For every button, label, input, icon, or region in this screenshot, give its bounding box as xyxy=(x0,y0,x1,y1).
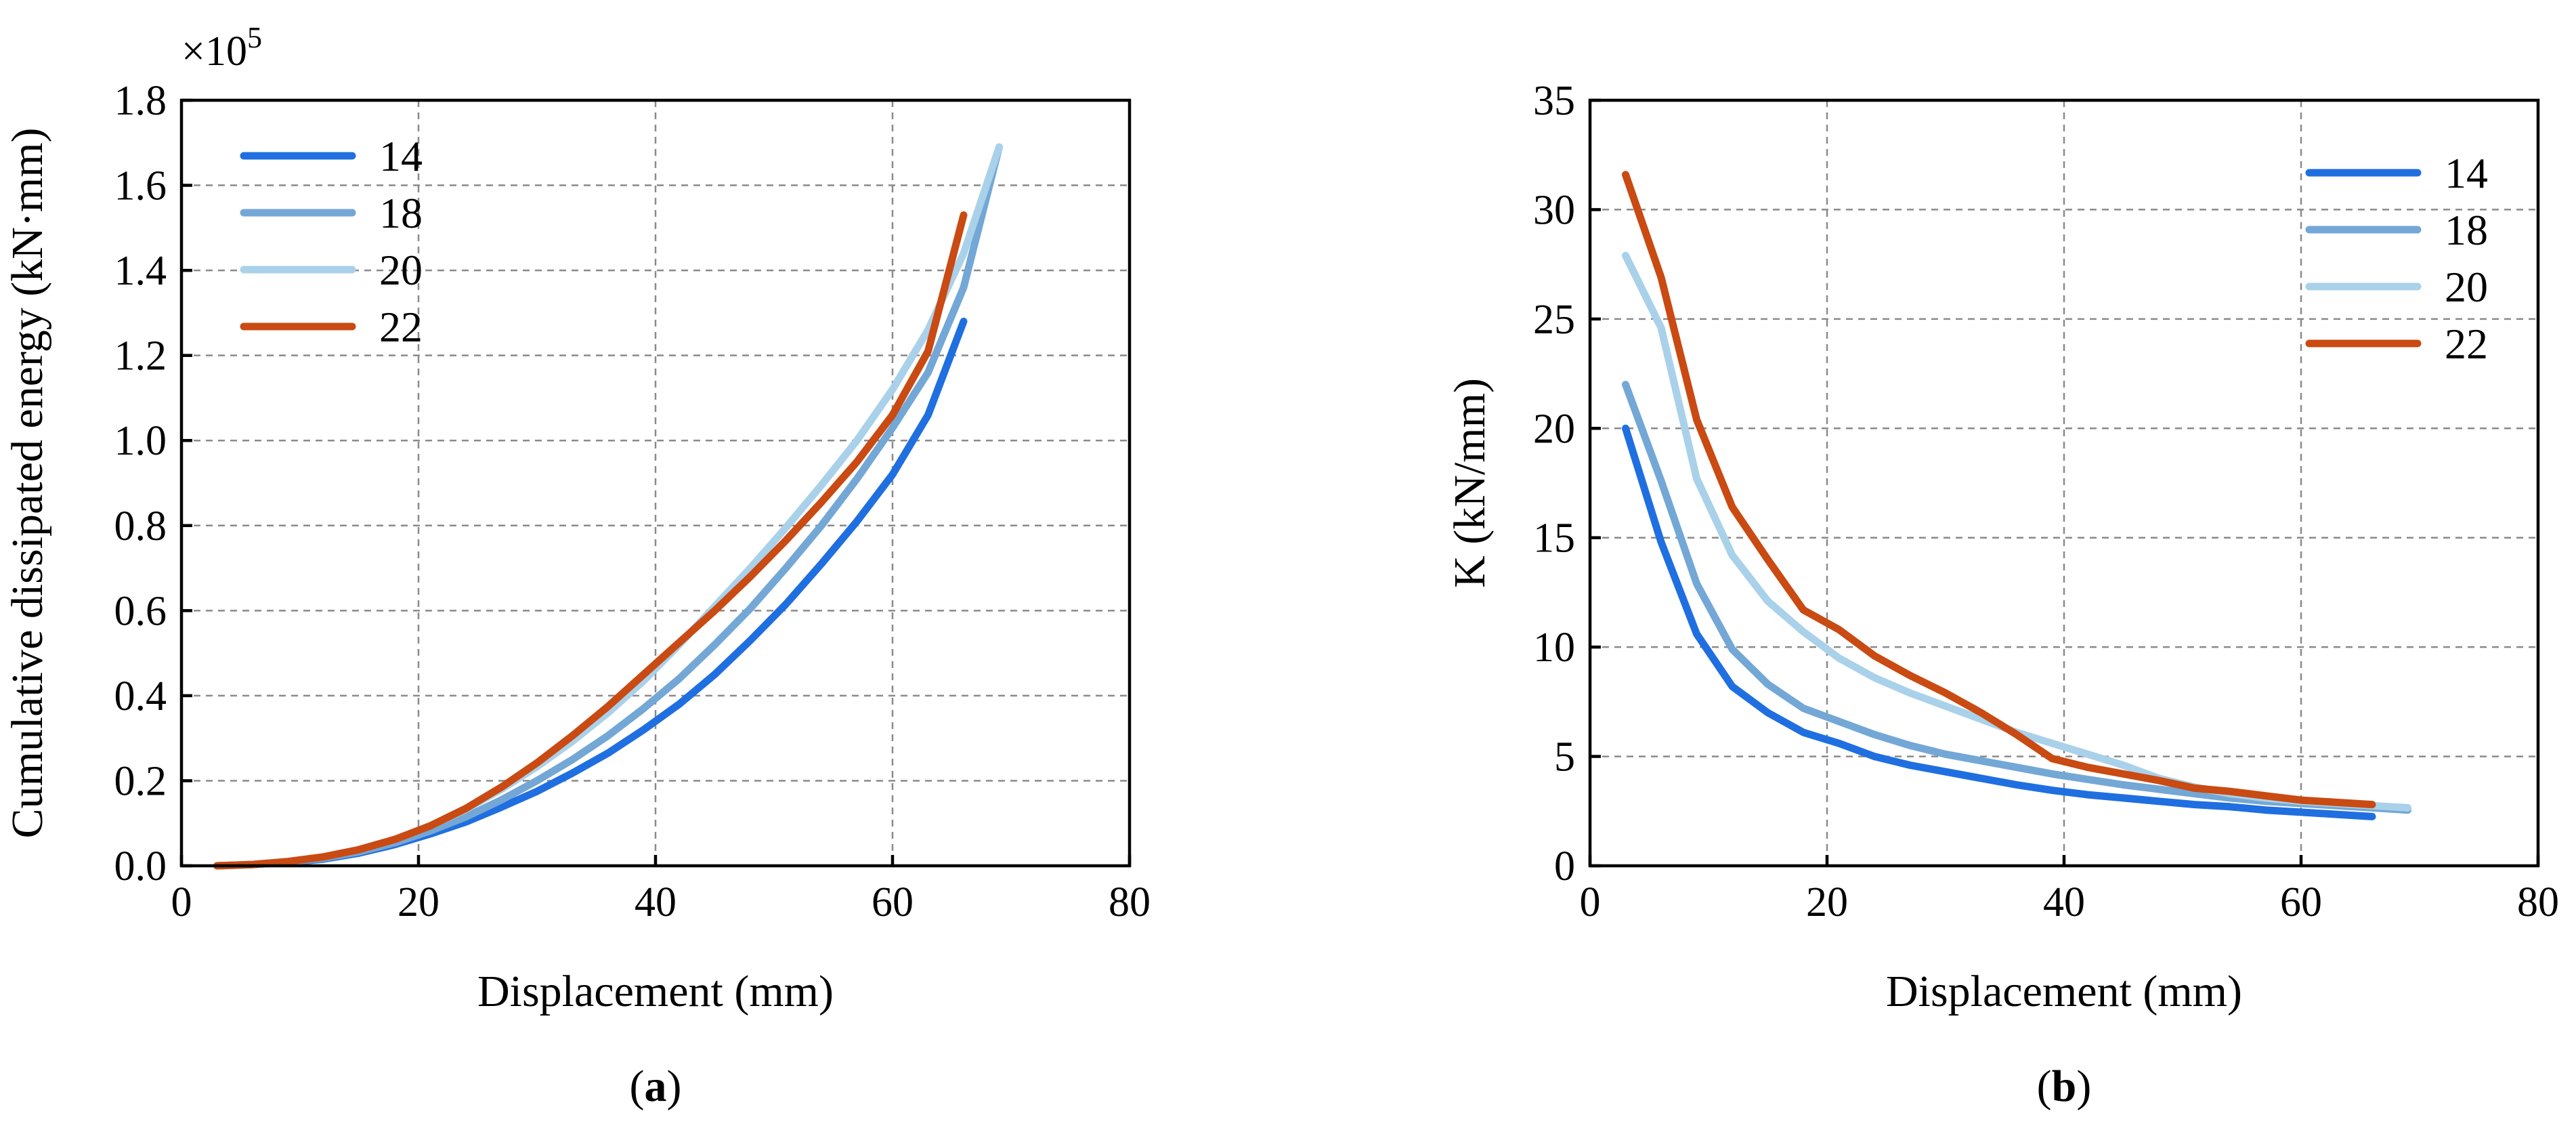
y-tick-label: 15 xyxy=(1533,516,1575,562)
y-tick-label: 5 xyxy=(1554,734,1575,780)
x-tick-label: 80 xyxy=(1109,879,1151,925)
x-axis-label: Displacement (mm) xyxy=(477,967,834,1016)
y-tick-label: 20 xyxy=(1533,406,1575,452)
panel-letter: a xyxy=(645,1062,667,1111)
chart-b: 0 20 40 60 80 0 5 10 15 20 25 30 35 Displacement (mm)… xyxy=(1445,78,2559,1111)
series-line-18 xyxy=(1622,381,2411,814)
y-tick-label: 1.2 xyxy=(114,333,167,379)
chart-a: 0 20 40 60 80 0.0 0.2 0.4 0.6 0.8 1.0 1.2 1.4 1.6 1.8 ×… xyxy=(3,21,1151,1111)
legend-label-20: 20 xyxy=(379,246,423,294)
legend-label-18: 18 xyxy=(2445,206,2488,254)
series-line-18 xyxy=(213,143,1003,870)
legend-label-18: 18 xyxy=(379,189,423,237)
legend-label-20: 20 xyxy=(2445,263,2488,311)
y-tick-label: 10 xyxy=(1533,625,1575,671)
y-tick-label: 1.6 xyxy=(114,163,167,209)
x-tick-label: 20 xyxy=(1806,879,1848,925)
legend: 14 18 20 22 xyxy=(2305,149,2488,368)
y-tick-label: 1.4 xyxy=(114,248,167,294)
x-tick-label: 20 xyxy=(398,879,439,925)
legend: 14 18 20 22 xyxy=(240,132,423,351)
x-tick-label: 60 xyxy=(2280,879,2322,925)
series-line-22 xyxy=(213,211,968,870)
y-axis-label: Cumulative dissipated energy (kN·mm) xyxy=(3,127,52,838)
y-tick-label: 0 xyxy=(1554,843,1575,890)
x-tick-label: 40 xyxy=(2043,879,2085,925)
panel-letter: b xyxy=(2052,1062,2077,1111)
y-tick-label: 1.0 xyxy=(114,418,167,464)
series-line-14 xyxy=(213,317,968,870)
y-tick-label: 25 xyxy=(1533,297,1575,343)
panel-caption: (a) xyxy=(630,1062,682,1111)
series-line-22 xyxy=(1622,171,2376,809)
panel-caption: (b) xyxy=(2037,1062,2092,1111)
y-tick-label: 0.2 xyxy=(114,758,167,804)
x-tick-label: 0 xyxy=(171,879,192,925)
legend-label-22: 22 xyxy=(379,303,423,351)
x-tick-label: 80 xyxy=(2517,879,2559,925)
x-tick-label: 0 xyxy=(1580,879,1601,925)
y-tick-label: 30 xyxy=(1533,187,1575,233)
y-tick-label: 1.8 xyxy=(114,78,167,124)
x-tick-label: 60 xyxy=(872,879,914,925)
legend-label-22: 22 xyxy=(2445,320,2488,368)
y-multiplier-exponent: 5 xyxy=(247,21,262,54)
y-tick-label: 0.4 xyxy=(114,673,167,719)
x-tick-label: 40 xyxy=(635,879,677,925)
y-tick-label: 0.0 xyxy=(114,843,167,890)
legend-label-14: 14 xyxy=(379,132,423,180)
y-axis-label: K (kN/mm) xyxy=(1445,378,1495,588)
legend-label-14: 14 xyxy=(2445,149,2488,197)
series-line-20 xyxy=(213,143,1003,870)
y-tick-label: 0.6 xyxy=(114,588,167,634)
y-tick-label: 35 xyxy=(1533,78,1575,124)
y-multiplier-label: ×105 xyxy=(181,21,262,75)
y-tick-label: 0.8 xyxy=(114,503,167,549)
series-line-20 xyxy=(1622,251,2411,812)
x-axis-label: Displacement (mm) xyxy=(1886,967,2242,1016)
series-line-14 xyxy=(1622,424,2376,820)
